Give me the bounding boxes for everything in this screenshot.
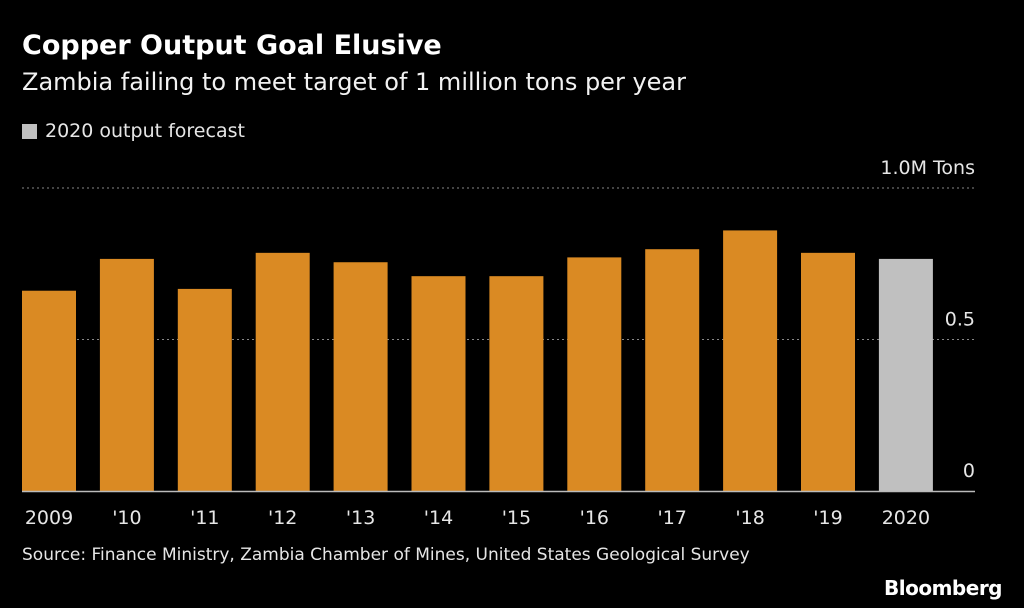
bar bbox=[878, 258, 933, 491]
bar bbox=[801, 252, 855, 491]
x-tick-label: 2020 bbox=[882, 507, 930, 529]
x-tick-label: '12 bbox=[268, 507, 297, 529]
chart-subtitle: Zambia failing to meet target of 1 milli… bbox=[22, 68, 686, 96]
legend-label: 2020 output forecast bbox=[45, 120, 245, 142]
x-tick-label: '18 bbox=[735, 507, 764, 529]
x-tick-label: '16 bbox=[580, 507, 609, 529]
bar bbox=[99, 258, 154, 491]
legend: 2020 output forecast bbox=[22, 120, 245, 142]
x-tick-label: '14 bbox=[424, 507, 453, 529]
bar bbox=[645, 249, 700, 491]
source-note: Source: Finance Ministry, Zambia Chamber… bbox=[22, 545, 750, 565]
bar bbox=[22, 290, 76, 491]
y-tick-label: 0.5 bbox=[945, 309, 975, 331]
x-tick-label: '10 bbox=[112, 507, 141, 529]
x-tick-label: '19 bbox=[813, 507, 842, 529]
x-tick-label: '13 bbox=[346, 507, 375, 529]
x-tick-label: 2009 bbox=[25, 507, 73, 529]
x-tick-label: '17 bbox=[657, 507, 686, 529]
bloomberg-logo: Bloomberg bbox=[884, 576, 1002, 600]
y-tick-label: 1.0M Tons bbox=[880, 157, 975, 179]
x-tick-label: '11 bbox=[190, 507, 219, 529]
bar bbox=[489, 276, 544, 491]
bar bbox=[255, 252, 310, 491]
y-tick-label: 0 bbox=[963, 460, 975, 482]
chart-title: Copper Output Goal Elusive bbox=[22, 30, 442, 61]
bar bbox=[723, 230, 778, 492]
legend-swatch bbox=[22, 123, 37, 139]
bar bbox=[567, 257, 622, 491]
bar bbox=[177, 288, 232, 491]
bar bbox=[411, 276, 466, 491]
bar bbox=[333, 262, 388, 491]
x-tick-label: '15 bbox=[502, 507, 531, 529]
